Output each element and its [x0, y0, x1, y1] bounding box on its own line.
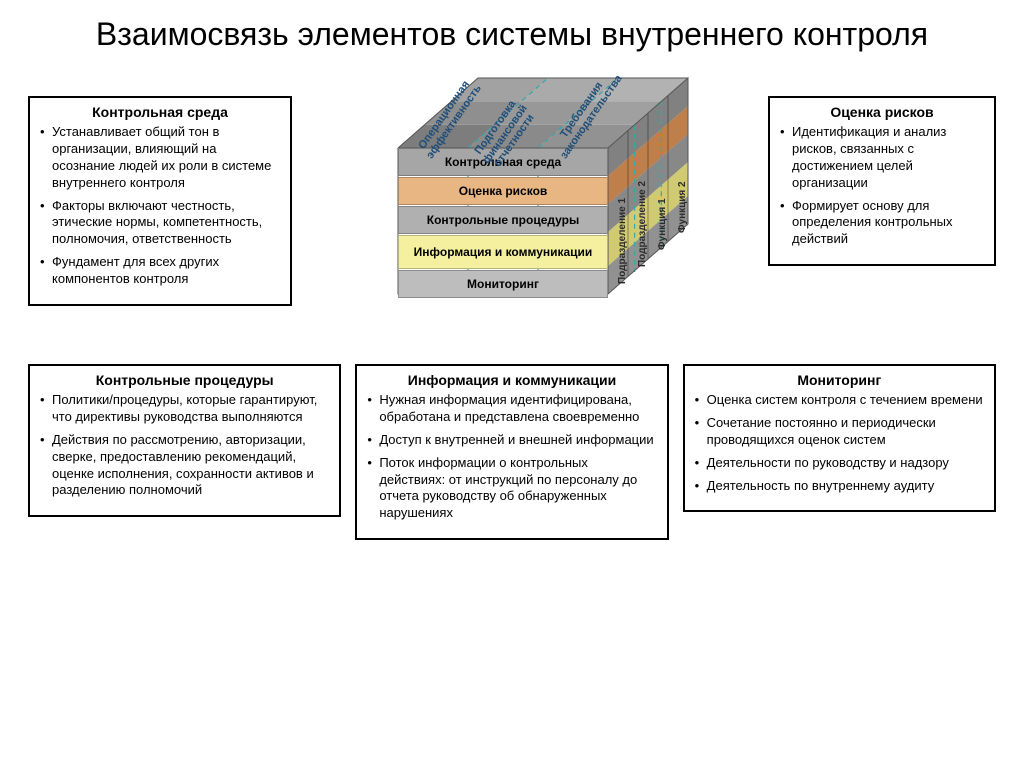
top-row: Контрольная среда Устанавливает общий то…: [0, 62, 1024, 358]
box-control-procedures: Контрольные процедуры Политики/процедуры…: [28, 364, 341, 517]
box-title: Оценка рисков: [780, 104, 984, 124]
box-item: Политики/процедуры, которые гарантируют,…: [40, 392, 329, 426]
box-monitoring: Мониторинг Оценка систем контроля с тече…: [683, 364, 996, 512]
box-title: Информация и коммуникации: [367, 372, 656, 392]
cube-front-layers: Контрольная среда Оценка рисков Контроль…: [398, 148, 608, 299]
box-item: Деятельность по внутреннему аудиту: [695, 478, 984, 495]
box-title: Контрольная среда: [40, 104, 280, 124]
box-control-environment: Контрольная среда Устанавливает общий то…: [28, 96, 292, 306]
box-item: Деятельности по руководству и надзору: [695, 455, 984, 472]
coso-cube-diagram: Контрольная среда Оценка рисков Контроль…: [350, 62, 710, 362]
box-item: Идентификация и анализ рисков, связанных…: [780, 124, 984, 192]
cube-side-label: Подразделение 1: [617, 198, 628, 284]
cube-layer: Мониторинг: [398, 270, 608, 298]
box-item: Поток информации о контрольных действиях…: [367, 455, 656, 523]
box-item: Доступ к внутренней и внешней информации: [367, 432, 656, 449]
cube-side-label: Функция 2: [677, 181, 688, 233]
box-title: Контрольные процедуры: [40, 372, 329, 392]
box-item: Факторы включают честность, этические но…: [40, 198, 280, 249]
cube-layer: Информация и коммуникации: [398, 235, 608, 269]
bottom-row: Контрольные процедуры Политики/процедуры…: [0, 358, 1024, 540]
box-item: Фундамент для всех других компонентов ко…: [40, 254, 280, 288]
box-item: Формирует основу для определения контрол…: [780, 198, 984, 249]
cube-layer: Контрольные процедуры: [398, 206, 608, 234]
cube-side-label: Подразделение 2: [637, 181, 648, 267]
box-information-communications: Информация и коммуникации Нужная информа…: [355, 364, 668, 540]
page-title: Взаимосвязь элементов системы внутреннег…: [0, 0, 1024, 62]
box-item: Действия по рассмотрению, авторизации, с…: [40, 432, 329, 500]
cube-side-label: Функция 1: [657, 198, 668, 250]
box-item: Устанавливает общий тон в организации, в…: [40, 124, 280, 192]
box-risk-assessment: Оценка рисков Идентификация и анализ рис…: [768, 96, 996, 266]
box-item: Сочетание постоянно и периодически прово…: [695, 415, 984, 449]
box-title: Мониторинг: [695, 372, 984, 392]
box-item: Оценка систем контроля с течением времен…: [695, 392, 984, 409]
cube-layer: Оценка рисков: [398, 177, 608, 205]
box-item: Нужная информация идентифицирована, обра…: [367, 392, 656, 426]
